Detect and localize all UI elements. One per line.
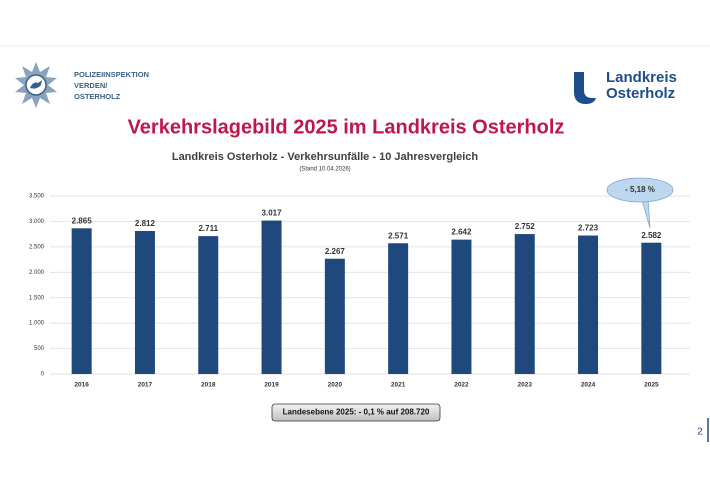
note-box <box>271 403 441 422</box>
bar <box>451 239 472 374</box>
x-tick-label: 2021 <box>391 382 406 389</box>
police-logo: POLIZEIINSPEKTION VERDEN/ OSTERHOLZ <box>15 62 149 108</box>
callout-bubble <box>606 177 674 203</box>
x-tick-label: 2019 <box>264 382 279 389</box>
y-tick-label: 2.000 <box>29 270 45 276</box>
police-text: POLIZEIINSPEKTION <box>74 70 149 79</box>
value-label: 2.267 <box>325 247 346 256</box>
bar <box>514 234 535 374</box>
x-tick-label: 2016 <box>74 382 89 389</box>
value-label: 2.812 <box>135 219 156 228</box>
y-tick-label: 1.000 <box>29 321 45 327</box>
x-tick-label: 2022 <box>454 382 469 389</box>
district-text: Landkreis <box>606 69 677 86</box>
slide-title: Verkehrslagebild 2025 im Landkreis Oster… <box>128 116 565 138</box>
value-label: 2.571 <box>388 231 409 240</box>
y-tick-label: 1.500 <box>29 295 45 301</box>
bar <box>71 228 92 374</box>
bar <box>261 220 282 374</box>
callout: - 5,18 % <box>606 177 674 229</box>
x-tick-label: 2024 <box>581 382 596 389</box>
value-label: 2.865 <box>72 216 93 225</box>
bar <box>324 258 345 374</box>
value-label: 2.723 <box>578 224 599 233</box>
bar <box>134 230 155 374</box>
bar <box>198 236 219 374</box>
police-text: VERDEN/ <box>74 81 108 90</box>
x-tick-label: 2020 <box>328 382 343 389</box>
x-tick-label: 2017 <box>138 382 153 389</box>
value-label: 2.711 <box>198 224 218 233</box>
chart-title: Landkreis Osterholz - Verkehrsunfälle - … <box>172 151 479 163</box>
district-emblem <box>574 72 596 104</box>
district-text: Osterholz <box>606 85 675 102</box>
callout-text: - 5,18 % <box>625 185 655 194</box>
x-tick-label: 2018 <box>201 382 216 389</box>
value-label: 2.752 <box>515 222 536 231</box>
bar <box>388 243 409 374</box>
chart-subtitle: (Stand 10.04.2026) <box>299 167 350 173</box>
x-tick-label: 2025 <box>644 382 659 389</box>
page-number: 2 <box>697 427 703 438</box>
value-label: 2.582 <box>641 231 662 240</box>
bar <box>641 242 662 374</box>
y-tick-label: 3.500 <box>29 194 45 200</box>
police-horse <box>30 80 42 89</box>
y-tick-label: 3.000 <box>29 219 45 225</box>
value-label: 2.642 <box>451 228 472 237</box>
y-tick-label: 0 <box>41 372 45 378</box>
value-label: 3.017 <box>262 209 283 218</box>
note-text: Landesebene 2025: - 0,1 % auf 208.720 <box>283 408 430 417</box>
y-tick-label: 2.500 <box>29 244 45 250</box>
police-text: OSTERHOLZ <box>74 92 121 101</box>
bar <box>578 235 599 374</box>
plot-area: 0 500 1.000 1.500 2.000 2.500 3.000 3.500 2016 2.… <box>29 194 690 389</box>
district-logo: Landkreis Osterholz <box>574 69 677 104</box>
y-tick-label: 500 <box>34 346 45 352</box>
x-tick-label: 2023 <box>518 382 533 389</box>
